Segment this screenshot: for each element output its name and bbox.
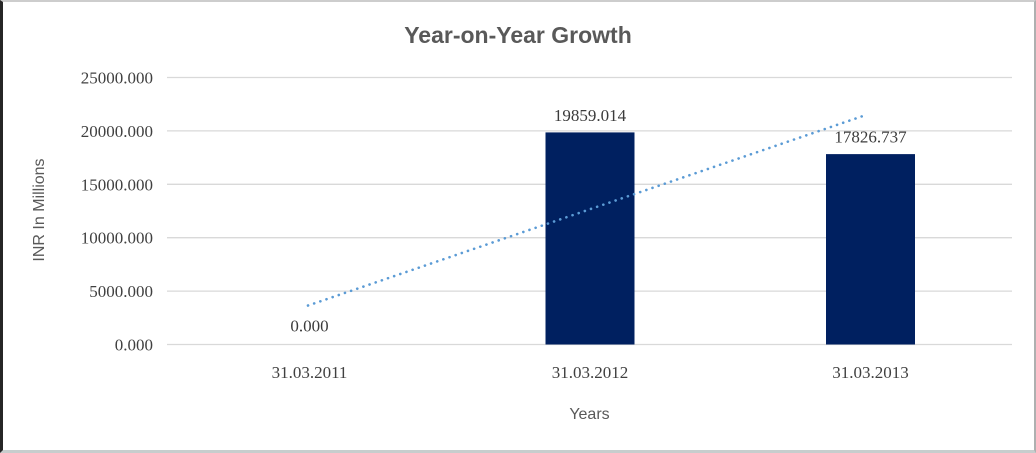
- chart-title: Year-on-Year Growth: [404, 22, 632, 48]
- x-axis-tick-label: 31.03.2011: [272, 363, 348, 382]
- x-axis-tick-label: 31.03.2012: [552, 363, 629, 382]
- bar-31.03.2012: [545, 132, 635, 345]
- y-axis-tick-label: 15000.000: [81, 175, 153, 194]
- y-axis-tick-label: 20000.000: [81, 122, 153, 141]
- bar-31.03.2013: [826, 154, 915, 345]
- y-axis-tick-label: 25000.000: [81, 69, 153, 88]
- x-axis-tick-label: 31.03.2013: [832, 363, 909, 382]
- data-label: 0.000: [290, 317, 328, 336]
- linear-trendline: [306, 113, 867, 307]
- y-axis-tick-label: 10000.000: [81, 229, 153, 248]
- x-axis-title: Years: [569, 406, 610, 423]
- y-axis-tick-label: 5000.000: [89, 282, 153, 301]
- data-label: 19859.014: [554, 106, 627, 125]
- y-axis-title: INR In Millions: [31, 158, 48, 262]
- y-axis-tick-label: 0.000: [115, 336, 153, 355]
- data-label: 17826.737: [834, 128, 907, 147]
